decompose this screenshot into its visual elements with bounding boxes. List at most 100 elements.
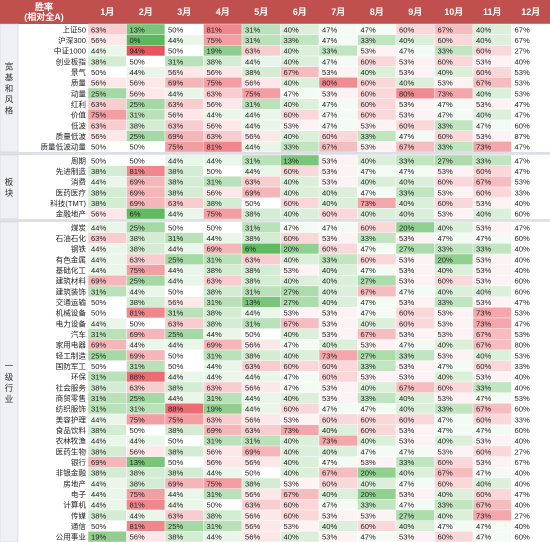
cell-value: 44% [207, 533, 222, 542]
cell-value: 31% [245, 319, 260, 328]
cell-value: 56% [245, 522, 260, 531]
row-name-cell [18, 77, 88, 88]
table-row: 传媒 38% 44% 63% 38% 56% 60% 53% 53% 27% 40% 73% 27% [18, 509, 550, 521]
table-row: 金融地产 56% 6% 44% 75% 38% 40% 60% 40% 40% 53% 40% 60% [18, 208, 550, 220]
cell-value: 47% [284, 383, 299, 392]
table-row: 银行 69% 13% 50% 56% 56% 40% 47% 53% 33% 60% 53% 67% [18, 456, 550, 468]
cell-value: 44% [91, 223, 106, 232]
cell-value: 53% [322, 178, 337, 187]
cell-value: 40% [515, 437, 530, 446]
cell-value: 87% [515, 132, 530, 141]
cell-value: 38% [207, 511, 222, 520]
cell-value: 75% [168, 415, 183, 424]
cell-value: 25% [130, 100, 145, 109]
cell-value: 47% [322, 121, 337, 130]
cell-value: 31% [245, 156, 260, 165]
cell-value: 40% [399, 522, 414, 531]
cell-value: 13% [130, 25, 145, 34]
cell-value: 13% [245, 298, 260, 307]
cell-value: 27% [515, 511, 530, 520]
cell-value: 33% [438, 245, 453, 254]
cell-value: 40% [476, 25, 491, 34]
cell-value: 31% [245, 437, 260, 446]
cell-value: 69% [91, 277, 106, 286]
table-row: 电子 44% 75% 44% 31% 56% 67% 40% 20% 53% 40% 60% 47% [18, 488, 550, 500]
cell-value: 60% [284, 234, 299, 243]
row-name-cell [18, 222, 88, 233]
cell-value: 50% [207, 223, 222, 232]
row-label: 建筑装饰 [56, 286, 87, 296]
cell-value: 40% [515, 199, 530, 208]
cell-value: 56% [207, 447, 222, 456]
cell-value: 33% [476, 383, 491, 392]
cell-value: 53% [399, 533, 414, 542]
cell-value: 53% [322, 89, 337, 98]
row-label: 国防军工 [56, 361, 87, 371]
cell-value: 53% [438, 319, 453, 328]
cell-value: 47% [322, 501, 337, 510]
cell-value: 50% [168, 287, 183, 296]
cell-value: 53% [399, 111, 414, 120]
row-name-cell [18, 360, 88, 372]
cell-value: 63% [245, 178, 260, 187]
row-name-cell [18, 414, 88, 425]
cell-value: 44% [207, 111, 222, 120]
cell-value: 94% [130, 47, 145, 56]
cell-value: 38% [207, 199, 222, 208]
cell-value: 60% [515, 426, 530, 435]
cell-value: 33% [361, 394, 376, 403]
cell-value: 53% [284, 121, 299, 130]
cell-value: 69% [168, 132, 183, 141]
cell-value: 53% [399, 373, 414, 382]
table-row: 通信 50% 81% 25% 31% 56% 53% 40% 60% 40% 47% 47% 40% [18, 520, 550, 532]
cell-value: 60% [438, 533, 453, 542]
row-name-cell [18, 520, 88, 532]
cell-value: 60% [515, 234, 530, 243]
row-label: 质量 [71, 78, 87, 88]
cell-value: 60% [361, 255, 376, 264]
cell-value: 63% [245, 47, 260, 56]
cell-value: 38% [91, 188, 106, 197]
cell-value: 56% [245, 458, 260, 467]
cell-value: 40% [399, 210, 414, 219]
cell-value: 88% [130, 373, 145, 382]
month-label: 7月 [331, 7, 345, 17]
cell-value: 50% [91, 143, 106, 152]
cell-value: 33% [515, 362, 530, 371]
group-block: 煤炭 44% 25% 50% 50% 31% 47% 47% 60% 20% 40% 53% 47%石油… [0, 221, 550, 542]
cell-value: 60% [476, 415, 491, 424]
row-label: 科技(TMT) [50, 198, 86, 208]
row-name-cell [18, 435, 88, 446]
cell-value: 53% [515, 330, 530, 339]
cell-value: 53% [438, 330, 453, 339]
cell-value: 56% [91, 79, 106, 88]
table-row: 质量低波 56% 25% 69% 63% 56% 40% 60% 33% 47% 60% 53% 87% [18, 130, 550, 142]
cell-value: 40% [284, 100, 299, 109]
cell-value: 53% [322, 68, 337, 77]
group-label: 一级行业 [5, 361, 14, 404]
cell-value: 33% [438, 143, 453, 152]
row-label: 农林牧渔 [56, 436, 87, 446]
row-label: 机械设备 [56, 308, 87, 318]
cell-value: 47% [322, 100, 337, 109]
row-name-cell [18, 339, 88, 350]
row-name-cell [18, 424, 88, 436]
cell-value: 60% [322, 245, 337, 254]
cell-value: 53% [476, 266, 491, 275]
cell-value: 44% [91, 47, 106, 56]
cell-value: 38% [91, 447, 106, 456]
cell-value: 31% [207, 437, 222, 446]
cell-value: 47% [284, 89, 299, 98]
cell-value: 31% [245, 36, 260, 45]
cell-value: 40% [284, 351, 299, 360]
cell-value: 38% [91, 469, 106, 478]
cell-value: 44% [168, 36, 183, 45]
cell-value: 53% [361, 143, 376, 152]
cell-value: 56% [207, 188, 222, 197]
cell-value: 31% [130, 405, 145, 414]
cell-value: 53% [399, 277, 414, 286]
cell-value: 60% [284, 199, 299, 208]
cell-value: 60% [438, 458, 453, 467]
cell-value: 38% [130, 469, 145, 478]
cell-value: 31% [245, 25, 260, 34]
